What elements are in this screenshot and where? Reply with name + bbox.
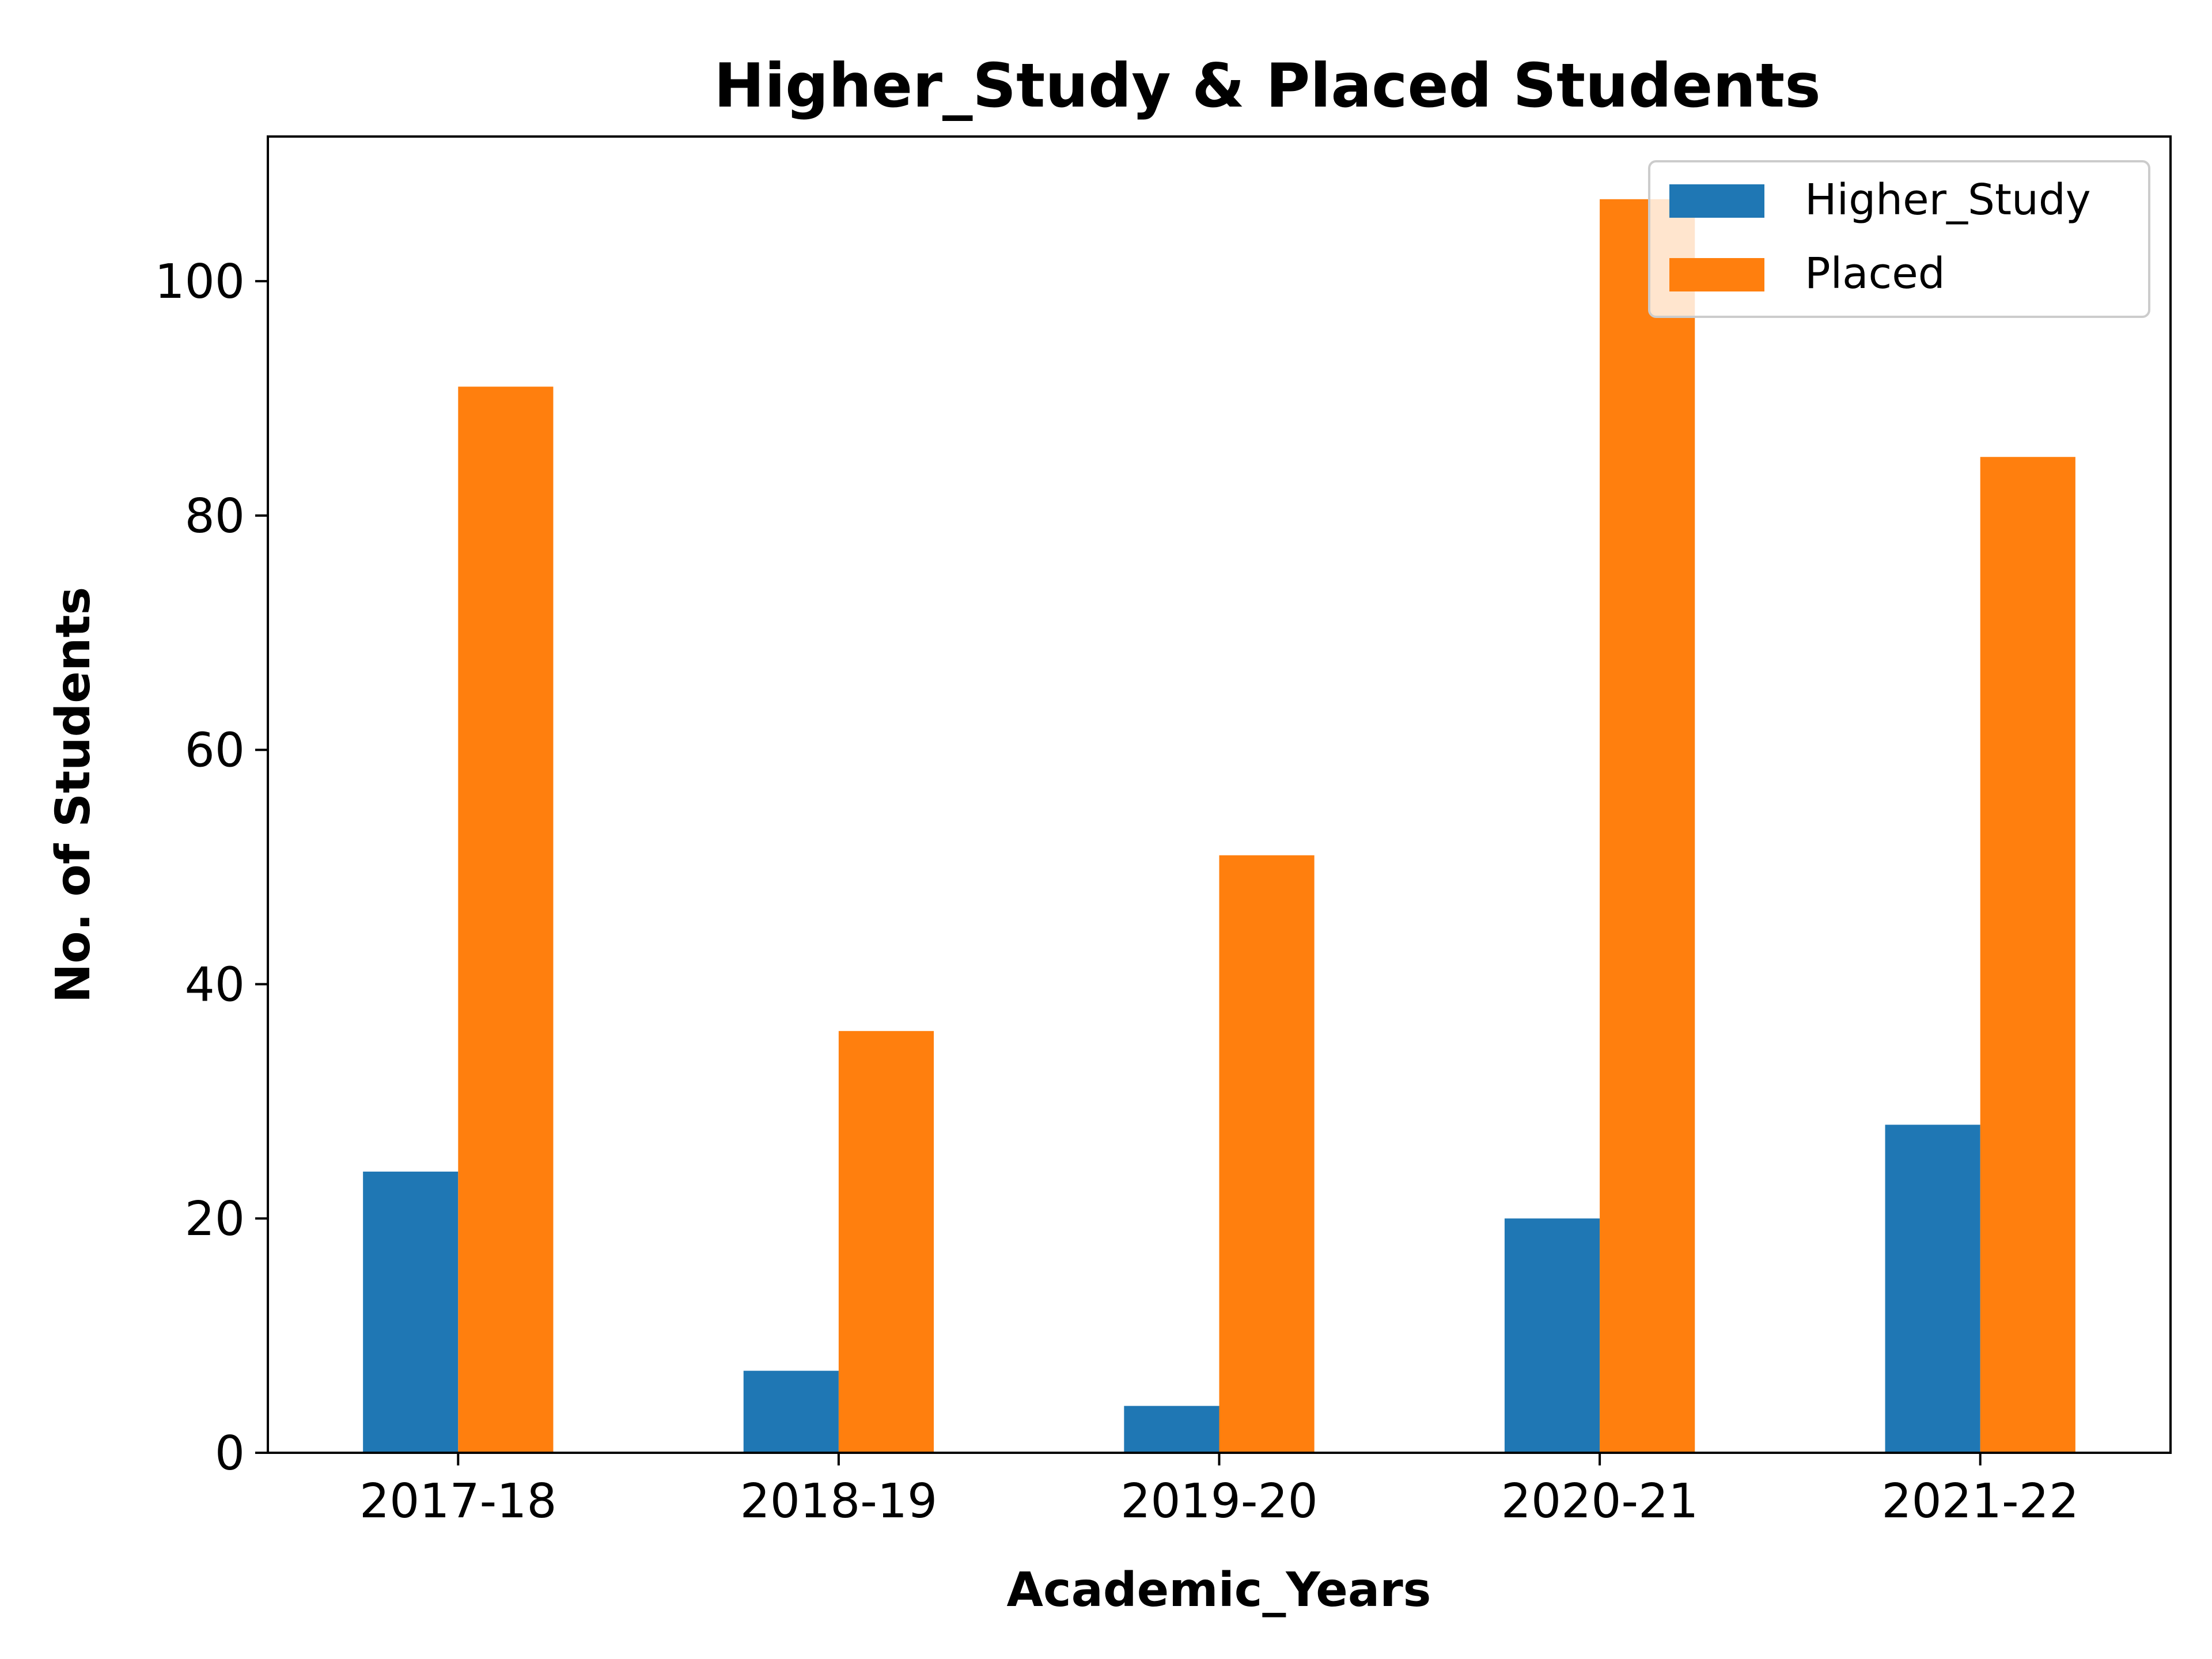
bar-placed-2020-21 [1600,199,1695,1453]
bar-placed-2017-18 [458,387,554,1453]
legend-label: Higher_Study [1805,175,2091,225]
bar-higher-study-2018-19 [743,1370,839,1453]
bar-higher-study-2021-22 [1885,1124,1980,1453]
bar-higher-study-2020-21 [1504,1218,1600,1453]
x-tick-label: 2021-22 [1881,1474,2079,1529]
ticks-group: 2017-18 2018-19 2019-20 2020-21 2021-22 0 20 40… [154,255,2079,1529]
y-tick-label: 0 [215,1426,245,1481]
x-tick-label: 2019-20 [1120,1474,1318,1529]
legend: Higher_Study Placed [1648,160,2150,318]
y-tick-label: 20 [185,1192,245,1247]
bar-placed-2019-20 [1219,855,1315,1453]
plot-frame [267,135,2172,1454]
x-tick-label: 2020-21 [1501,1474,1699,1529]
legend-swatch [1669,258,1764,291]
y-tick-label: 60 [185,724,245,778]
y-tick-label: 40 [185,957,245,1012]
y-tick-label: 100 [154,255,245,309]
bar-higher-study-2019-20 [1124,1406,1219,1453]
bars-group [363,199,2075,1453]
y-axis-label: No. of Students [46,587,101,1003]
x-axis-label: Academic_Years [1007,1563,1431,1618]
x-tick-label: 2018-19 [740,1474,938,1529]
chart-title: Higher_Study & Placed Students [714,51,1820,121]
legend-frame [1648,160,2150,318]
x-tick-label: 2017-18 [359,1474,557,1529]
legend-label: Placed [1805,249,1945,298]
bar-placed-2021-22 [1980,457,2075,1453]
legend-swatch [1669,184,1764,218]
y-tick-label: 80 [185,489,245,544]
bar-placed-2018-19 [838,1031,934,1453]
bar-higher-study-2017-18 [363,1171,459,1453]
